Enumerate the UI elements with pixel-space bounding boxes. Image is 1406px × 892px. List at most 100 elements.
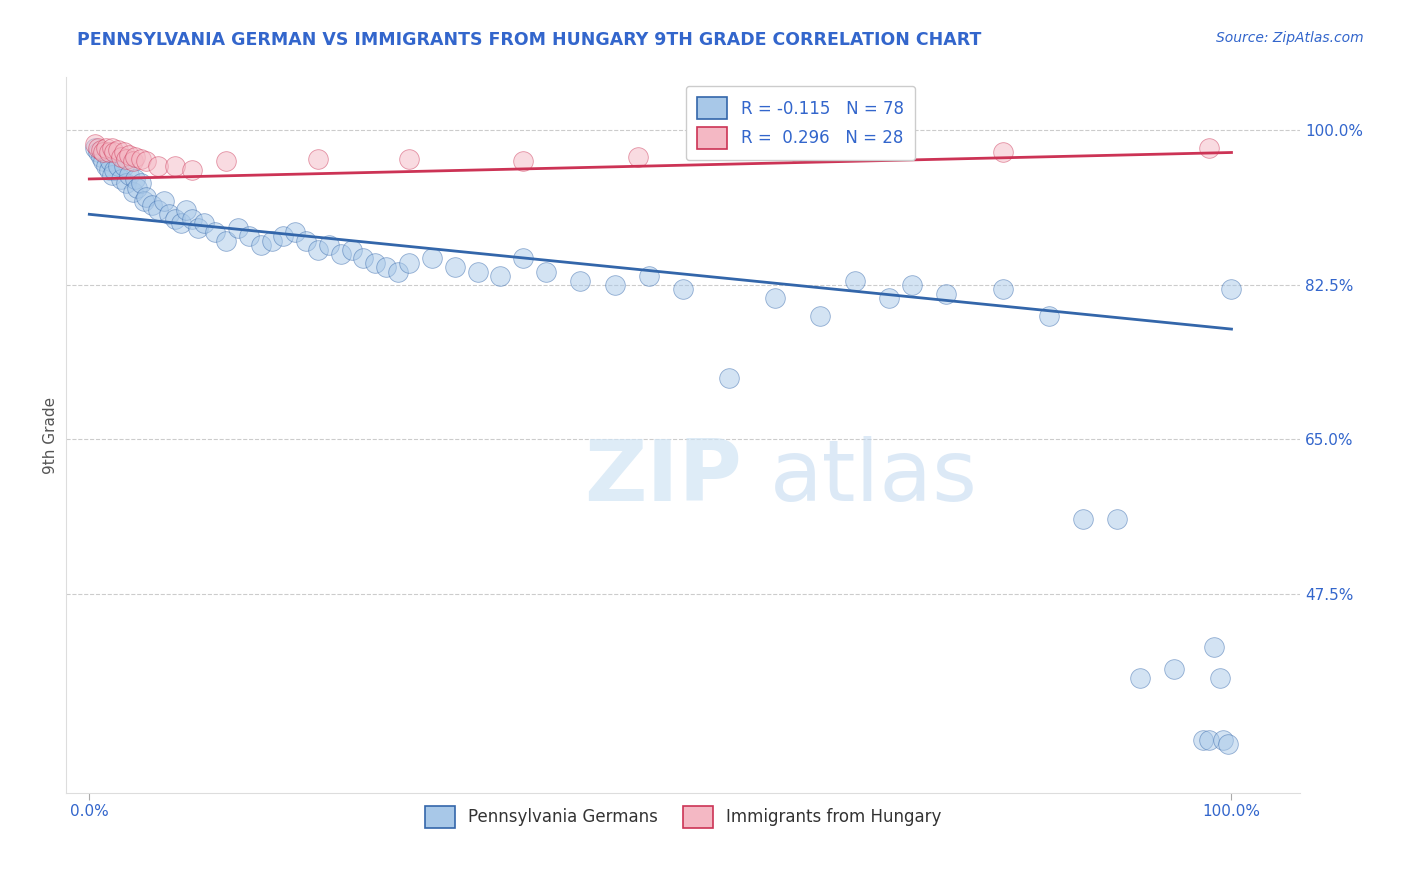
Text: atlas: atlas: [769, 436, 977, 519]
Point: [763, 291, 786, 305]
Point: [97, 163, 120, 178]
Point: [387, 265, 409, 279]
Point: [249, 238, 271, 252]
Text: Source: ZipAtlas.com: Source: ZipAtlas.com: [1216, 31, 1364, 45]
Point: [176, 202, 198, 217]
Point: [127, 181, 149, 195]
Point: [786, 145, 808, 160]
Point: [181, 211, 204, 226]
Point: [135, 154, 157, 169]
Point: [146, 202, 169, 217]
Point: [97, 145, 120, 160]
Point: [226, 220, 249, 235]
Point: [307, 152, 329, 166]
Point: [1129, 671, 1152, 685]
Point: [129, 152, 152, 166]
Point: [318, 238, 340, 252]
Point: [1038, 309, 1060, 323]
Point: [364, 256, 387, 270]
Point: [124, 172, 146, 186]
Point: [1209, 671, 1232, 685]
Point: [157, 207, 180, 221]
Point: [603, 277, 626, 292]
Point: [489, 269, 512, 284]
Point: [121, 186, 143, 200]
Point: [118, 148, 141, 162]
Point: [115, 177, 138, 191]
Y-axis label: 9th Grade: 9th Grade: [44, 396, 58, 474]
Point: [146, 159, 169, 173]
Point: [638, 269, 661, 284]
Point: [1198, 141, 1220, 155]
Point: [877, 291, 900, 305]
Point: [420, 252, 443, 266]
Point: [991, 282, 1014, 296]
Point: [103, 163, 125, 178]
Point: [717, 370, 740, 384]
Point: [181, 163, 204, 178]
Point: [1212, 732, 1234, 747]
Point: [98, 154, 121, 169]
Point: [1192, 732, 1215, 747]
Point: [375, 260, 398, 275]
Point: [808, 309, 831, 323]
Point: [96, 141, 118, 155]
Point: [135, 189, 157, 203]
Point: [1220, 282, 1243, 296]
Point: [204, 225, 226, 239]
Point: [352, 252, 374, 266]
Point: [115, 152, 138, 166]
Point: [112, 159, 135, 173]
Point: [110, 150, 132, 164]
Point: [398, 152, 420, 166]
Point: [512, 252, 534, 266]
Point: [187, 220, 209, 235]
Point: [900, 277, 922, 292]
Point: [152, 194, 174, 208]
Point: [329, 247, 352, 261]
Point: [273, 229, 295, 244]
Point: [215, 154, 238, 169]
Point: [124, 150, 146, 164]
Point: [101, 141, 124, 155]
Point: [90, 143, 112, 157]
Point: [134, 194, 156, 208]
Point: [1216, 737, 1239, 751]
Point: [238, 229, 260, 244]
Point: [398, 256, 420, 270]
Point: [170, 216, 193, 230]
Text: PENNSYLVANIA GERMAN VS IMMIGRANTS FROM HUNGARY 9TH GRADE CORRELATION CHART: PENNSYLVANIA GERMAN VS IMMIGRANTS FROM H…: [77, 31, 981, 49]
Point: [1163, 662, 1185, 676]
Point: [1107, 512, 1129, 526]
Point: [1071, 512, 1094, 526]
Point: [87, 141, 110, 155]
Legend: Pennsylvania Germans, Immigrants from Hungary: Pennsylvania Germans, Immigrants from Hu…: [418, 799, 949, 834]
Point: [215, 234, 238, 248]
Point: [110, 172, 132, 186]
Point: [163, 211, 186, 226]
Point: [260, 234, 283, 248]
Point: [84, 141, 107, 155]
Point: [284, 225, 307, 239]
Point: [107, 143, 129, 157]
Point: [193, 216, 215, 230]
Point: [129, 177, 152, 191]
Point: [103, 145, 125, 160]
Point: [91, 145, 114, 160]
Point: [84, 136, 107, 151]
Point: [672, 282, 695, 296]
Point: [107, 159, 129, 173]
Point: [844, 273, 866, 287]
Point: [991, 145, 1014, 160]
Point: [87, 145, 110, 160]
Point: [90, 150, 112, 164]
Point: [112, 145, 135, 160]
Point: [534, 265, 557, 279]
Point: [307, 243, 329, 257]
Point: [512, 154, 534, 169]
Point: [101, 168, 124, 182]
Point: [443, 260, 465, 275]
Point: [626, 150, 648, 164]
Point: [467, 265, 489, 279]
Point: [295, 234, 318, 248]
